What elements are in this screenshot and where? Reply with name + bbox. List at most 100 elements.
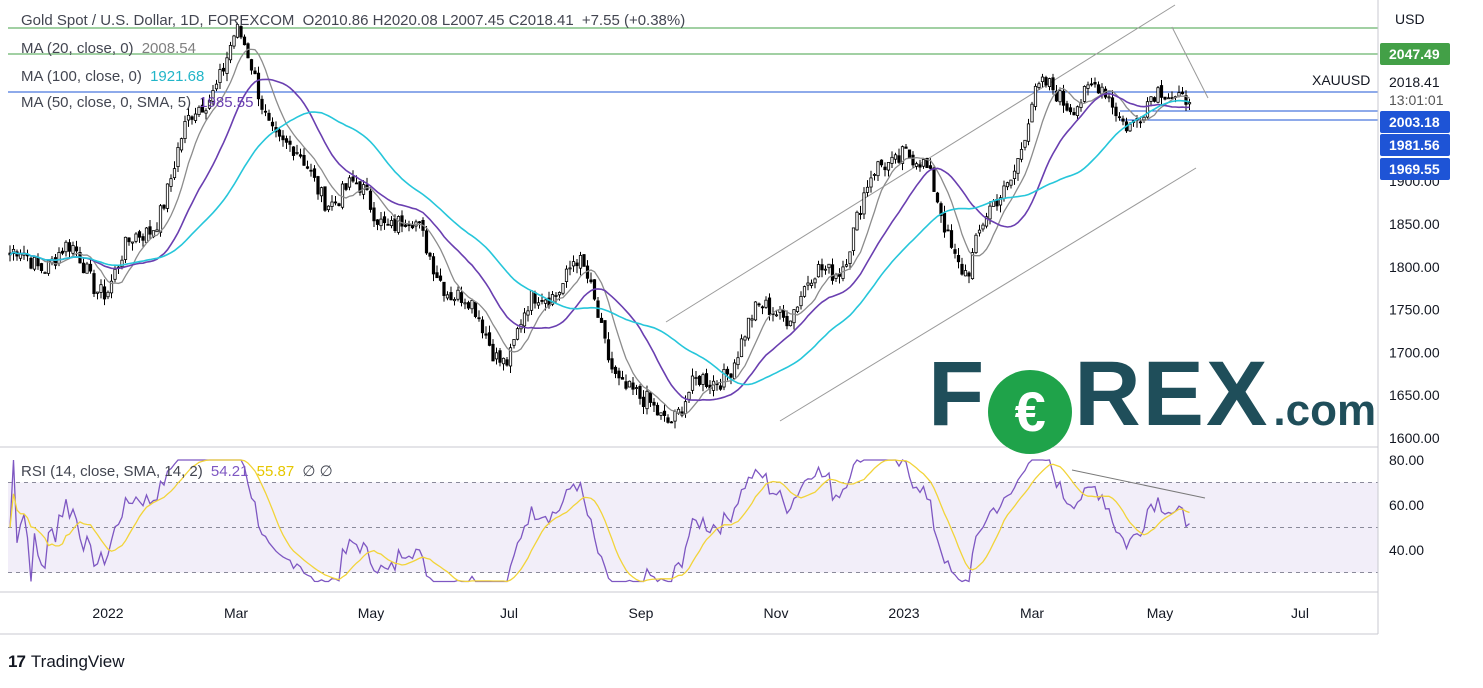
- legend-rsi[interactable]: RSI (14, close, SMA, 14, 2) 54.21 55.87 …: [21, 462, 337, 480]
- candle-body: [85, 263, 89, 274]
- candle-body: [792, 309, 796, 324]
- candle-body: [214, 83, 219, 90]
- candle-body: [582, 254, 586, 267]
- candle-body: [1012, 170, 1017, 180]
- candle-body: [522, 312, 527, 327]
- candle-body: [179, 138, 184, 151]
- candle-body: [197, 106, 201, 115]
- candle-body: [606, 339, 611, 361]
- candle-body: [204, 110, 208, 114]
- price-tick-label: 1750.00: [1389, 302, 1440, 318]
- candle-body: [834, 274, 838, 279]
- candle-body: [669, 421, 674, 424]
- candle-body: [655, 404, 660, 416]
- price-tick-label: 1800.00: [1389, 259, 1440, 275]
- candle-body: [1093, 82, 1097, 85]
- candle-body: [1033, 85, 1038, 107]
- candle-body: [1121, 118, 1125, 122]
- candle-body: [438, 275, 443, 281]
- candle-body: [470, 300, 474, 310]
- candle-body: [1149, 96, 1153, 102]
- candle-body: [277, 129, 282, 137]
- candle-body: [844, 264, 849, 267]
- candle-body: [459, 292, 464, 303]
- candle-body: [998, 197, 1003, 206]
- candle-body: [389, 220, 394, 227]
- candle-body: [729, 373, 733, 378]
- legend-ma20-label: MA (20, close, 0): [21, 40, 134, 57]
- candle-body: [337, 203, 341, 206]
- short-trend-line: [1171, 26, 1209, 99]
- candle-body: [897, 155, 901, 163]
- rsi-lines: [9, 459, 1190, 583]
- candle-body: [193, 113, 198, 121]
- candle-body: [571, 261, 576, 267]
- candle-body: [928, 165, 933, 169]
- candle-body: [137, 231, 142, 238]
- watermark-o-icon: €: [988, 370, 1073, 454]
- candle-body: [918, 164, 922, 168]
- legend-ma50[interactable]: MA (50, close, 0, SMA, 5) 1985.55: [21, 94, 257, 111]
- candle-body: [463, 302, 467, 305]
- time-axis-label: Mar: [1020, 605, 1044, 621]
- candle-body: [830, 264, 835, 281]
- candle-body: [284, 138, 289, 143]
- candle-body: [333, 201, 338, 204]
- candle-body: [253, 70, 257, 75]
- candle-body: [932, 167, 936, 192]
- candle-body: [169, 178, 173, 187]
- candle-body: [508, 347, 513, 367]
- candle-body: [942, 212, 947, 233]
- candle-body: [1009, 179, 1013, 186]
- candle-body: [1086, 84, 1090, 89]
- symbol-tag: XAUUSD: [1312, 72, 1370, 88]
- candle-body: [1065, 103, 1069, 111]
- candle-body: [466, 302, 471, 309]
- price-badge: [1380, 111, 1450, 133]
- candle-body: [946, 229, 950, 232]
- candle-body: [872, 174, 877, 176]
- candle-body: [540, 300, 544, 302]
- candle-body: [218, 69, 222, 83]
- candle-body: [550, 294, 555, 305]
- candle-body: [32, 256, 37, 270]
- candle-body: [886, 162, 891, 171]
- candle-body: [956, 255, 961, 263]
- candle-body: [176, 147, 180, 168]
- price-badge: [1380, 134, 1450, 156]
- candle-body: [645, 390, 649, 410]
- candle-body: [802, 286, 807, 297]
- candle-body: [1075, 106, 1080, 116]
- candle-body: [848, 251, 852, 264]
- candle-body: [1037, 83, 1041, 88]
- candle-body: [260, 98, 264, 110]
- candle-body: [603, 320, 607, 339]
- candle-body: [1016, 158, 1020, 174]
- candle-body: [242, 36, 247, 46]
- legend-ma100[interactable]: MA (100, close, 0) 1921.68: [21, 68, 208, 85]
- legend-ma20[interactable]: MA (20, close, 0) 2008.54: [21, 40, 200, 57]
- candle-body: [298, 154, 303, 157]
- candle-body: [1166, 97, 1171, 100]
- candle-body: [921, 159, 926, 167]
- ma20-line: [9, 48, 1190, 416]
- candle-body: [900, 146, 905, 164]
- time-axis-label: Nov: [764, 605, 789, 621]
- candle-body: [281, 135, 285, 141]
- candle-body: [368, 190, 373, 210]
- candle-body: [694, 377, 698, 379]
- candle-body: [494, 352, 499, 360]
- candle-body: [379, 218, 383, 227]
- candle-body: [477, 317, 481, 320]
- candle-body: [855, 211, 859, 231]
- candle-body: [235, 24, 240, 38]
- candle-body: [967, 272, 971, 277]
- candle-body: [1163, 96, 1167, 100]
- candle-body: [1051, 77, 1055, 91]
- tradingview-branding[interactable]: 17 TradingView: [8, 652, 124, 672]
- rsi-tick-label: 80.00: [1389, 452, 1424, 468]
- candle-body: [410, 225, 415, 229]
- candle-body: [190, 116, 194, 120]
- candle-body: [557, 292, 562, 296]
- candle-body: [613, 366, 618, 374]
